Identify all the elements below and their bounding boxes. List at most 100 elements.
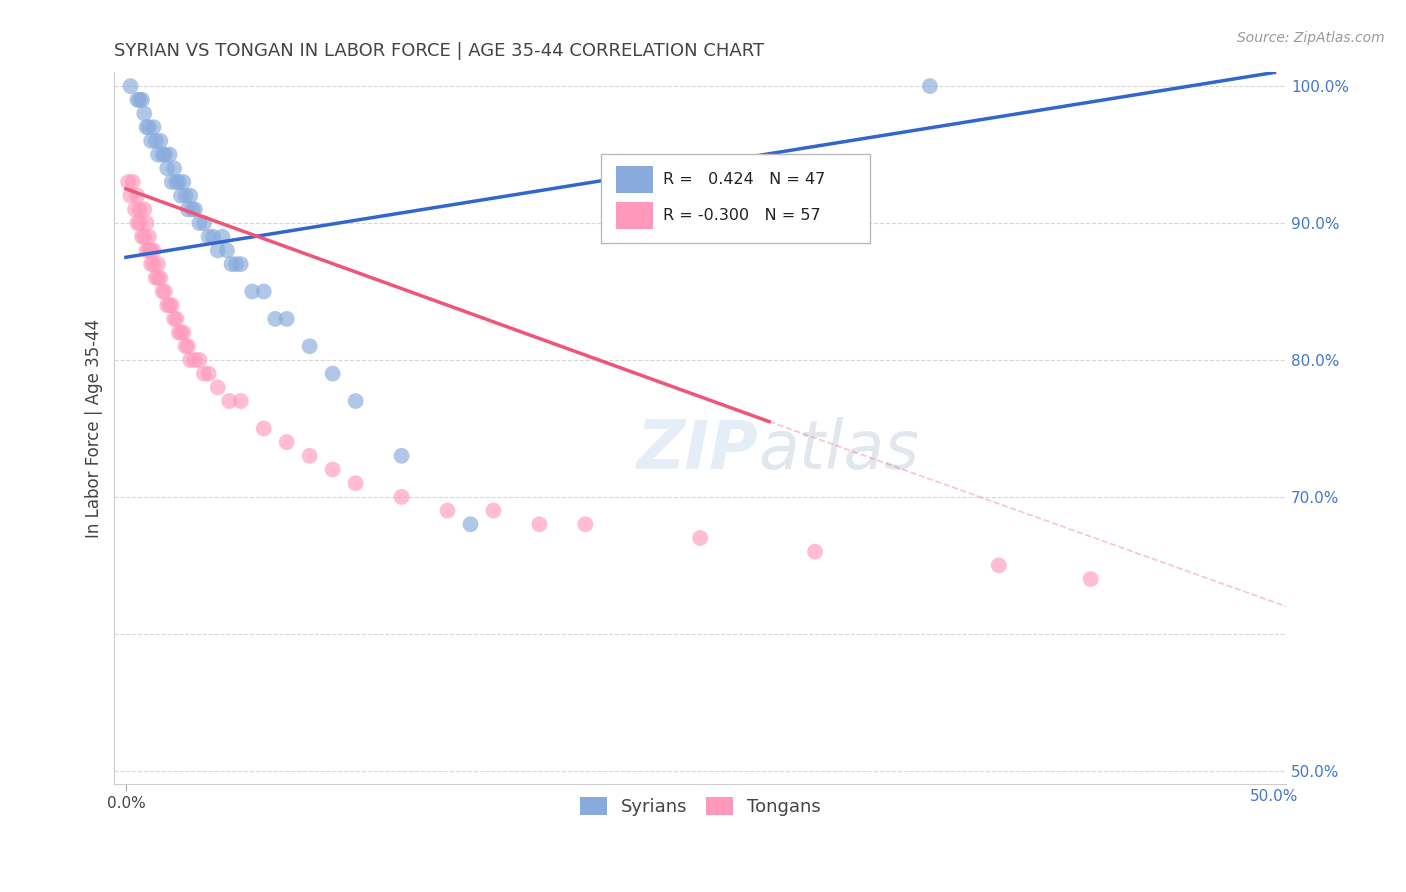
Text: R = -0.300   N = 57: R = -0.300 N = 57 <box>662 208 820 223</box>
Point <box>264 311 287 326</box>
Point <box>152 147 174 161</box>
Text: Source: ZipAtlas.com: Source: ZipAtlas.com <box>1237 31 1385 45</box>
Point <box>229 394 252 409</box>
Point <box>121 175 143 189</box>
Point <box>253 421 276 435</box>
Point <box>177 202 200 217</box>
Point <box>127 188 149 202</box>
Point <box>253 285 276 299</box>
Point <box>170 188 193 202</box>
Point <box>391 449 413 463</box>
Point <box>193 367 215 381</box>
Point <box>128 216 150 230</box>
Point <box>207 244 229 258</box>
Point <box>179 188 201 202</box>
Point <box>156 298 179 312</box>
Point <box>172 175 194 189</box>
Point <box>153 147 176 161</box>
Point <box>184 353 207 368</box>
Point <box>141 244 163 258</box>
Point <box>188 216 211 230</box>
Text: R =   0.424   N = 47: R = 0.424 N = 47 <box>662 172 825 187</box>
Point <box>131 229 153 244</box>
Point <box>574 517 596 532</box>
Point <box>391 490 413 504</box>
Point <box>225 257 247 271</box>
Point <box>145 270 167 285</box>
Point <box>138 120 160 135</box>
Point <box>240 285 263 299</box>
Point <box>156 161 179 176</box>
Point <box>127 216 149 230</box>
Point <box>188 353 211 368</box>
Point <box>120 188 142 202</box>
Point <box>344 394 367 409</box>
Point <box>165 175 187 189</box>
Point <box>134 106 156 120</box>
Point <box>138 244 160 258</box>
Point <box>120 79 142 94</box>
Point <box>159 147 181 161</box>
Point <box>918 79 941 94</box>
Text: atlas: atlas <box>759 417 920 483</box>
Point <box>298 339 321 353</box>
Point <box>146 270 169 285</box>
Point <box>165 311 187 326</box>
Point <box>689 531 711 545</box>
Point <box>344 476 367 491</box>
Point <box>298 449 321 463</box>
Point <box>167 175 190 189</box>
Point <box>179 353 201 368</box>
Point <box>152 285 174 299</box>
Point <box>211 229 233 244</box>
Point <box>135 120 157 135</box>
Point <box>142 244 165 258</box>
Point <box>135 244 157 258</box>
Bar <box>616 202 654 229</box>
Point <box>163 311 186 326</box>
Point <box>215 244 238 258</box>
Point <box>160 175 183 189</box>
Point <box>160 298 183 312</box>
Point <box>197 229 219 244</box>
Point <box>146 147 169 161</box>
Point <box>322 462 344 476</box>
Point <box>117 175 139 189</box>
Point <box>146 257 169 271</box>
Point <box>207 380 229 394</box>
Point <box>131 93 153 107</box>
Point <box>142 120 165 135</box>
Text: ZIP: ZIP <box>637 417 759 483</box>
Point <box>128 93 150 107</box>
Point <box>149 134 172 148</box>
Point <box>135 216 157 230</box>
Legend: Syrians, Tongans: Syrians, Tongans <box>571 788 830 825</box>
Point <box>1080 572 1102 586</box>
Point <box>482 503 505 517</box>
Point <box>804 544 827 558</box>
Point <box>229 257 252 271</box>
Point <box>138 229 160 244</box>
Point <box>197 367 219 381</box>
Point <box>172 326 194 340</box>
Point <box>149 270 172 285</box>
Point <box>159 298 181 312</box>
Point <box>174 339 197 353</box>
Point <box>202 229 225 244</box>
Point <box>193 216 215 230</box>
Point <box>145 134 167 148</box>
Point <box>141 257 163 271</box>
Y-axis label: In Labor Force | Age 35-44: In Labor Force | Age 35-44 <box>86 318 103 538</box>
Point <box>987 558 1010 573</box>
Point <box>134 229 156 244</box>
Point <box>184 202 207 217</box>
Point <box>124 202 146 217</box>
Point <box>218 394 240 409</box>
Point <box>170 326 193 340</box>
Point <box>174 188 197 202</box>
Point <box>436 503 458 517</box>
Point <box>322 367 344 381</box>
Text: SYRIAN VS TONGAN IN LABOR FORCE | AGE 35-44 CORRELATION CHART: SYRIAN VS TONGAN IN LABOR FORCE | AGE 35… <box>114 42 765 60</box>
Point <box>142 257 165 271</box>
Bar <box>616 167 654 194</box>
